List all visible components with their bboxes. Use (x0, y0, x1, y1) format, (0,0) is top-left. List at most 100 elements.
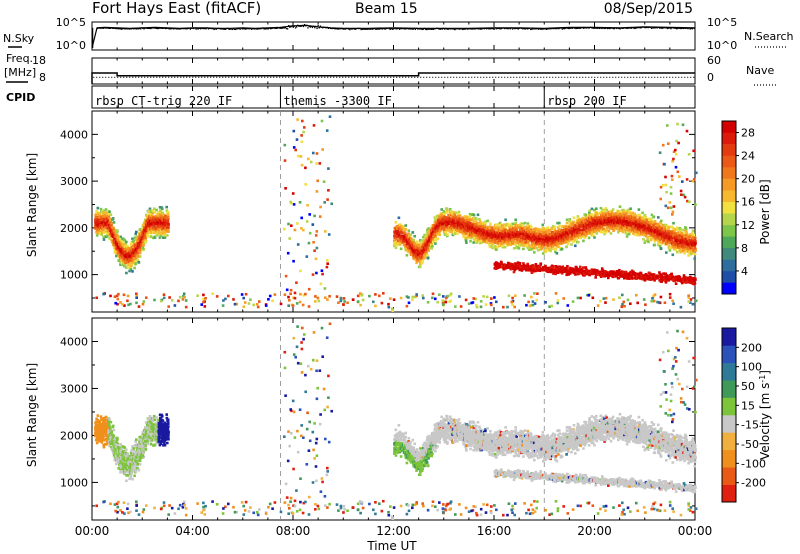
nsky-point (394, 27, 396, 29)
power-scatter-cell (157, 233, 161, 236)
power-scatter-cell (404, 228, 407, 231)
nsky-point (674, 27, 677, 29)
nsky-point (108, 27, 110, 29)
velocity-scatter-cell (397, 424, 401, 427)
freq-tick-top: 18 (32, 54, 46, 67)
nsky-point (309, 26, 311, 28)
power-scatter-cell (159, 210, 162, 214)
nsky-point (612, 27, 614, 30)
velocity-scatter-cell (157, 418, 160, 422)
nsky-point (114, 27, 116, 29)
power-scatter-cell (108, 223, 111, 227)
nsky-point (197, 28, 199, 30)
nsky-point (444, 28, 446, 30)
power-scatter-cell (393, 239, 396, 243)
nsky-point (337, 28, 340, 30)
velocity-scatter-cell (133, 474, 136, 478)
nsky-point (397, 27, 400, 29)
velocity-scatter-cell (425, 461, 429, 464)
velocity-scatter-cell (166, 427, 170, 431)
nsky-point (155, 27, 158, 29)
nsky-point (423, 27, 426, 30)
nsky-point (140, 28, 142, 30)
nsky-point (341, 27, 343, 29)
nsky-point (421, 28, 423, 31)
velocity-scatter-cell (426, 464, 430, 467)
nsky-point (627, 27, 629, 29)
velocity-scatter-cell (108, 424, 111, 427)
nsky-point (600, 27, 602, 29)
nsky-point (402, 27, 404, 29)
power-scatter-cell (134, 259, 137, 263)
velocity-scatter-cell (139, 456, 142, 459)
nsky-point (482, 27, 484, 29)
power-colorbar-segment (722, 270, 736, 283)
velocity-ytick-label: 4000 (60, 335, 88, 348)
velocity-colorbar-segment (722, 345, 736, 364)
velocity-scatter-cell (164, 434, 168, 438)
nsky-point (207, 28, 210, 30)
nsky-point (376, 28, 378, 30)
power-scatter-cell (167, 226, 170, 229)
power-scatter-cell (123, 239, 127, 242)
nsky-point (249, 27, 251, 30)
power-scatter-cell (126, 249, 130, 252)
velocity-scatter-cell (166, 420, 170, 424)
velocity-scatter-cell (396, 437, 399, 441)
velocity-scatter-cell (160, 431, 164, 435)
nsky-point (585, 27, 587, 29)
velocity-scatter-cell (164, 422, 167, 426)
nsky-point (256, 28, 258, 30)
power-scatter-cell (137, 261, 141, 264)
power-scatter-cell (431, 244, 434, 248)
power-scatter-cell (161, 232, 165, 235)
nsky-point (401, 28, 403, 30)
power-scatter-cell (111, 231, 114, 234)
power-scatter-cell (161, 211, 164, 215)
nsky-point (467, 28, 470, 30)
velocity-scatter-cell (163, 441, 166, 444)
velocity-scatter-cell (109, 432, 113, 435)
nsky-point (582, 27, 584, 29)
power-scatter-cell (131, 237, 134, 241)
cpid-label: CPID (6, 91, 35, 104)
nsky-point (450, 28, 453, 30)
power-scatter-cell (391, 309, 394, 312)
nsky-point (560, 27, 562, 29)
velocity-scatter-cell (128, 460, 131, 464)
velocity-scatter-cell (458, 421, 462, 425)
power-scatter-cell (129, 243, 133, 247)
nsky-point (569, 27, 571, 29)
power-scatter-cell (96, 231, 100, 234)
power-scatter-cell (144, 223, 148, 226)
velocity-scatter-cell (116, 446, 120, 449)
nsky-point (533, 28, 535, 30)
nsky-point (665, 27, 667, 29)
velocity-scatter-cell (159, 442, 163, 445)
nsky-point (493, 28, 496, 30)
power-scatter-cell (137, 249, 140, 253)
velocity-scatter-cell (145, 429, 148, 432)
velocity-scatter-cell (156, 420, 159, 424)
time-tick-label: 12:00 (376, 524, 411, 538)
nsky-point (387, 27, 389, 29)
velocity-scatter-cell (103, 416, 106, 420)
power-scatter-cell (131, 270, 134, 273)
velocity-scatter-cell (125, 474, 128, 477)
nsky-point (662, 27, 664, 29)
nsky-point (117, 28, 119, 30)
velocity-scatter-cell (163, 443, 167, 447)
nsky-point (594, 27, 596, 29)
nsky-point (526, 28, 528, 30)
power-scatter-cell (394, 246, 398, 250)
velocity-scatter-cell (112, 434, 115, 437)
nsky-point (603, 27, 605, 30)
nsky-point (357, 27, 359, 29)
velocity-scatter-cell (402, 432, 406, 436)
nsky-point (669, 27, 671, 29)
velocity-scatter-cell (395, 432, 399, 436)
power-scatter-cell (109, 224, 113, 227)
velocity-scatter-cell (155, 442, 158, 445)
nsky-point (136, 28, 138, 30)
